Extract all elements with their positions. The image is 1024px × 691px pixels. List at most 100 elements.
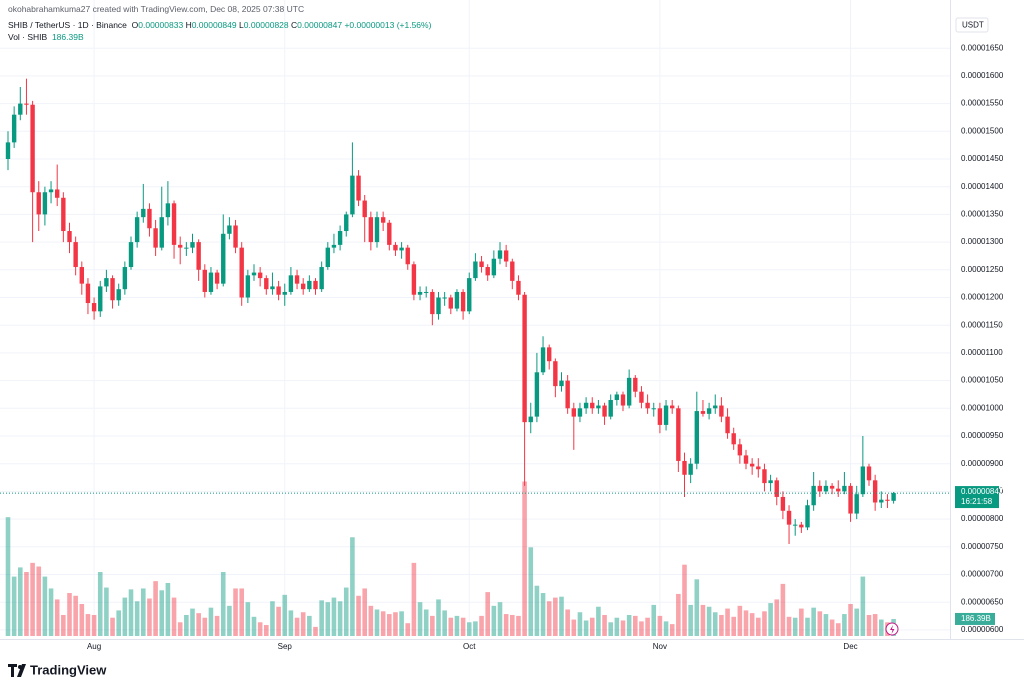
volume-bar <box>356 595 361 636</box>
volume-bar <box>546 601 552 636</box>
candle-body <box>528 416 533 423</box>
candle-body <box>602 405 607 417</box>
volume-bar <box>159 590 165 636</box>
volume-bar <box>676 593 681 636</box>
logo <box>8 664 26 677</box>
candle-body <box>436 297 441 315</box>
candle-body <box>836 488 841 492</box>
change: +0.00000013 (+1.56%) <box>344 20 432 30</box>
volume-bar <box>491 605 497 636</box>
volume-bar <box>239 588 244 636</box>
volume-bar <box>639 621 644 636</box>
candle-body <box>885 499 890 501</box>
volume-bar <box>264 625 269 636</box>
volume-bar <box>411 562 417 636</box>
candle-body <box>276 286 281 295</box>
candle-body <box>128 242 134 268</box>
volume-bar <box>645 617 650 636</box>
y-tick-label: 0.00001200 <box>961 293 1004 302</box>
volume-bar <box>220 572 226 636</box>
candle-body <box>516 280 521 295</box>
volume-bar <box>448 617 454 636</box>
candle-body <box>639 391 644 403</box>
volume-bar <box>700 604 706 636</box>
volume-bar <box>756 617 761 636</box>
volume-bar <box>196 613 201 636</box>
candle-body <box>571 408 576 417</box>
candle-body <box>85 283 91 304</box>
volume-title: Vol · SHIB <box>8 32 48 42</box>
volume-bar <box>300 612 306 636</box>
volume-bar <box>5 517 11 636</box>
volume-bar <box>423 609 429 636</box>
last-price-badge <box>955 486 999 509</box>
candle-body <box>706 408 712 414</box>
volume-bar <box>177 622 183 636</box>
candle-body <box>270 286 275 290</box>
ohlc-h: H0.00000849 <box>186 20 237 30</box>
y-tick-label: 0.00001250 <box>961 265 1004 274</box>
candle-body <box>264 278 269 290</box>
candle-body <box>559 380 564 387</box>
volume-badge-label: 186.39B <box>961 614 991 623</box>
candle-body <box>596 405 601 409</box>
volume-bar <box>731 616 736 636</box>
candle-body <box>73 242 78 268</box>
candle-body <box>540 347 546 373</box>
candle-body <box>5 142 11 159</box>
volume-bar <box>712 612 718 636</box>
candle-body <box>313 280 318 290</box>
candle-body <box>608 399 613 417</box>
credit: okohabrahamkuma27 created with TradingVi… <box>8 4 305 14</box>
volume-bar <box>294 617 300 636</box>
volume-bar <box>657 615 663 636</box>
volume-bar <box>42 576 48 636</box>
candle-body <box>67 231 72 243</box>
volume-bar <box>626 614 632 636</box>
volume-bar <box>54 599 60 636</box>
currency-box[interactable] <box>955 17 989 33</box>
candle-body <box>872 480 878 503</box>
candle-body <box>817 485 822 492</box>
y-tick-label: 0.00001150 <box>961 320 1003 329</box>
volume-bar <box>589 617 595 636</box>
volume-bar <box>184 614 189 636</box>
volume-bar <box>805 617 810 636</box>
label: L <box>239 20 244 30</box>
volume-bar <box>503 614 509 636</box>
x-tick-label: Oct <box>463 642 476 651</box>
candle-body <box>110 278 115 301</box>
y-tick-label: 0.00000950 <box>961 431 1004 440</box>
candle-body <box>134 217 140 243</box>
candle-body <box>233 225 238 248</box>
ohlc-o: O0.00000833 <box>132 20 184 30</box>
candle-body <box>756 466 761 470</box>
candle-body <box>337 231 343 245</box>
candle-body <box>749 463 755 467</box>
candle-body <box>122 267 128 290</box>
candle-body <box>24 103 29 105</box>
volume-bar <box>823 614 829 636</box>
legend-line: SHIB / TetherUS · 1D · Binance O0.000008… <box>8 20 431 30</box>
volume-bar <box>214 615 220 636</box>
volume-bar <box>768 603 773 636</box>
label: O <box>131 20 139 30</box>
candle-body <box>626 377 632 406</box>
candle-body <box>196 242 201 270</box>
candle-body <box>793 524 798 526</box>
candle-body <box>829 485 835 489</box>
candle-body <box>159 217 164 248</box>
volume-bar <box>48 588 54 636</box>
volume-bar <box>835 623 841 636</box>
volume-bar <box>792 617 798 636</box>
candle-body <box>356 175 361 201</box>
volume-line: Vol · SHIB 186.39B <box>8 32 84 42</box>
candle-body <box>503 250 509 262</box>
candle-body <box>497 250 503 259</box>
y-tick-label: 0.00000750 <box>961 542 1004 551</box>
candle-body <box>227 225 232 234</box>
y-tick-label: 0.00001300 <box>961 237 1004 246</box>
volume-bar <box>608 622 613 636</box>
volume-bar <box>110 617 115 636</box>
candle-body <box>442 297 447 299</box>
